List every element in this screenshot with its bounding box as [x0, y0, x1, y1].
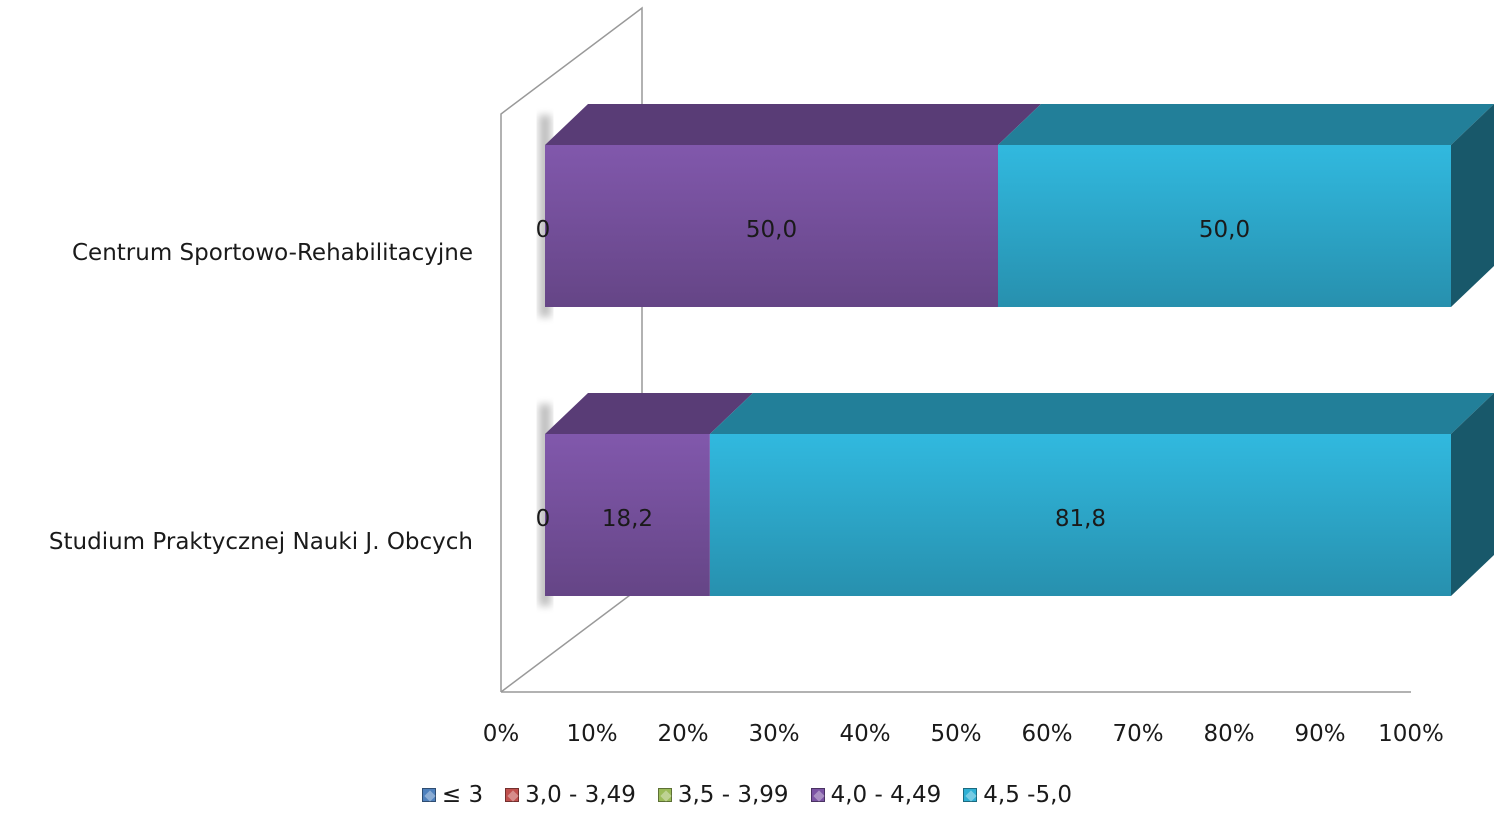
bar-top-face: [709, 393, 1494, 434]
legend-item: 3,5 - 3,99: [657, 782, 789, 808]
x-tick-label: 90%: [1294, 721, 1345, 747]
legend-item: 3,0 - 3,49: [505, 782, 636, 808]
bar-side-face: [1451, 104, 1494, 307]
x-tick-label: 20%: [657, 721, 708, 747]
chart-labels: 0% 10% 20% 30% 40% 50% 60% 70% 80% 90% 100% Centrum…: [49, 217, 1444, 747]
x-tick-label: 80%: [1203, 721, 1254, 747]
legend-label: 4,0 - 4,49: [830, 782, 942, 808]
legend-item: 4,0 - 4,49: [810, 782, 942, 808]
x-tick-label: 10%: [566, 721, 617, 747]
bar-side-face: [1451, 393, 1494, 596]
x-tick-label: 70%: [1112, 721, 1163, 747]
bar-segment: [998, 145, 1451, 307]
legend-item: 4,5 -5,0: [963, 782, 1072, 808]
x-tick-label: 60%: [1021, 721, 1072, 747]
legend-swatch: [810, 788, 825, 802]
bar-top-face: [545, 104, 1041, 145]
category-label: Centrum Sportowo-Rehabilitacyjne: [72, 240, 473, 266]
legend-label: 3,0 - 3,49: [525, 782, 636, 808]
data-label: 50,0: [746, 217, 797, 243]
bar-top-face: [545, 393, 753, 434]
legend-item: ≤ 3: [421, 782, 484, 808]
legend-label: 3,5 - 3,99: [677, 782, 789, 808]
bar-segment: [545, 434, 710, 596]
x-tick-label: 50%: [930, 721, 981, 747]
data-label: 0: [536, 217, 551, 243]
x-tick-label: 30%: [748, 721, 799, 747]
chart-legend: ≤ 3 3,0 - 3,49 3,5 - 3,99 4,0 - 4,49 4,5 -5,…: [0, 782, 1494, 808]
legend-label: ≤ 3: [441, 782, 484, 808]
data-label: 81,8: [1055, 506, 1106, 532]
chart-bars: [539, 104, 1494, 606]
legend-swatch: [505, 788, 520, 802]
legend-label: 4,5 -5,0: [983, 782, 1073, 808]
bar-top-face: [998, 104, 1494, 145]
bar-segment: [545, 145, 998, 307]
legend-swatch: [421, 788, 436, 802]
data-label: 0: [536, 506, 551, 532]
x-tick-label: 100%: [1378, 721, 1444, 747]
data-label: 18,2: [602, 506, 653, 532]
data-label: 50,0: [1199, 217, 1250, 243]
legend-swatch: [963, 788, 978, 802]
legend-swatch: [657, 788, 672, 802]
bar-segment: [709, 434, 1451, 596]
category-label: Studium Praktycznej Nauki J. Obcych: [49, 529, 473, 555]
floor-edge: [500, 585, 643, 693]
x-tick-label: 0%: [483, 721, 520, 747]
x-tick-label: 40%: [839, 721, 890, 747]
